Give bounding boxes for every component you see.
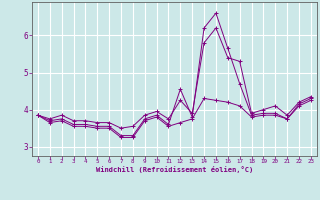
X-axis label: Windchill (Refroidissement éolien,°C): Windchill (Refroidissement éolien,°C) [96,166,253,173]
